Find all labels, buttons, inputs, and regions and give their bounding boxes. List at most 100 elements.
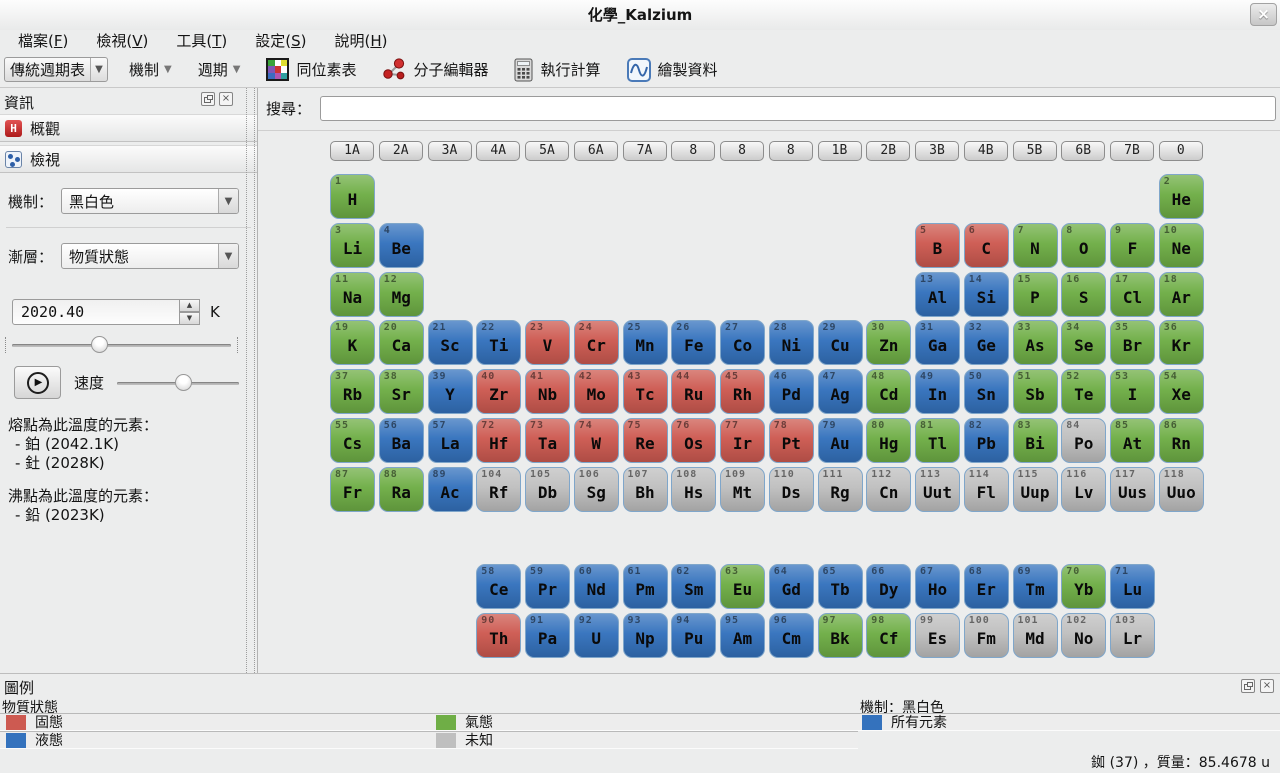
menu-item[interactable]: 工具(T) [176, 32, 228, 50]
element-cell-Br[interactable]: 35 Br [1110, 320, 1155, 366]
sidebar-scrollbar[interactable] [246, 88, 255, 673]
spin-down-button[interactable]: ▼ [180, 312, 200, 325]
element-cell-Hs[interactable]: 108 Hs [671, 466, 717, 512]
element-cell-U[interactable]: 92 U [573, 612, 619, 658]
element-cell-Uus[interactable]: 117 Uus [1110, 466, 1155, 512]
element-cell-Pr[interactable]: 59 Pr [525, 564, 570, 609]
element-cell-Ta[interactable]: 73 Ta [525, 417, 570, 463]
element-cell-Fr[interactable]: 87 Fr [330, 466, 375, 512]
element-cell-Rh[interactable]: 45 Rh [720, 369, 765, 414]
element-cell-Ir[interactable]: 77 Ir [720, 417, 765, 463]
slider-track[interactable] [12, 344, 231, 347]
element-cell-Co[interactable]: 27 Co [720, 320, 765, 366]
element-cell-Pb[interactable]: 82 Pb [963, 417, 1009, 463]
element-cell-Na[interactable]: 11 Na [330, 271, 375, 317]
element-cell-Tc[interactable]: 43 Tc [622, 369, 668, 414]
element-cell-Re[interactable]: 75 Re [622, 417, 668, 463]
menu-item[interactable]: 說明(H) [334, 32, 388, 50]
element-cell-Li[interactable]: 3 Li [330, 222, 375, 268]
element-cell-Bk[interactable]: 97 Bk [817, 612, 863, 658]
element-cell-Pa[interactable]: 91 Pa [525, 612, 570, 658]
element-cell-Mg[interactable]: 12 Mg [378, 271, 424, 317]
element-cell-Th[interactable]: 90 Th [476, 612, 522, 658]
element-cell-Se[interactable]: 34 Se [1061, 320, 1107, 366]
speed-slider[interactable] [117, 373, 240, 393]
element-cell-Dy[interactable]: 66 Dy [866, 564, 912, 609]
element-cell-Lu[interactable]: 71 Lu [1110, 564, 1155, 609]
element-cell-Be[interactable]: 4 Be [378, 222, 424, 268]
group-header-button[interactable]: 1A [330, 141, 374, 161]
element-cell-Nb[interactable]: 41 Nb [525, 369, 570, 414]
group-header-button[interactable]: 2B [866, 141, 911, 161]
element-cell-Zr[interactable]: 40 Zr [476, 369, 522, 414]
element-cell-Fm[interactable]: 100 Fm [963, 612, 1009, 658]
element-cell-Rb[interactable]: 37 Rb [330, 369, 375, 414]
element-cell-Ho[interactable]: 67 Ho [915, 564, 960, 609]
element-cell-Y[interactable]: 39 Y [427, 369, 473, 414]
element-cell-Fl[interactable]: 114 Fl [963, 466, 1009, 512]
element-cell-K[interactable]: 19 K [330, 320, 375, 366]
tab-view[interactable]: 檢視 [0, 145, 257, 173]
element-cell-V[interactable]: 23 V [525, 320, 570, 366]
element-cell-Ac[interactable]: 89 Ac [427, 466, 473, 512]
element-cell-As[interactable]: 33 As [1012, 320, 1058, 366]
temperature-input[interactable] [12, 299, 180, 325]
spin-up-button[interactable]: ▲ [180, 299, 200, 312]
element-cell-Te[interactable]: 52 Te [1061, 369, 1107, 414]
element-cell-Sr[interactable]: 38 Sr [378, 369, 424, 414]
group-header-button[interactable]: 3A [427, 141, 472, 161]
element-cell-Ba[interactable]: 56 Ba [378, 417, 424, 463]
element-cell-Am[interactable]: 95 Am [720, 612, 765, 658]
element-cell-At[interactable]: 85 At [1110, 417, 1155, 463]
element-cell-Bh[interactable]: 107 Bh [622, 466, 668, 512]
element-cell-Sn[interactable]: 50 Sn [963, 369, 1009, 414]
element-cell-Cm[interactable]: 96 Cm [768, 612, 814, 658]
tab-overview[interactable]: H 概觀 [0, 114, 257, 142]
group-header-button[interactable]: 7A [622, 141, 667, 161]
menu-item[interactable]: 檔案(F) [18, 32, 69, 50]
element-cell-Mt[interactable]: 109 Mt [720, 466, 765, 512]
element-cell-Er[interactable]: 68 Er [963, 564, 1009, 609]
search-input[interactable] [320, 96, 1276, 121]
element-cell-Rf[interactable]: 104 Rf [476, 466, 522, 512]
group-header-button[interactable]: 4B [963, 141, 1008, 161]
element-cell-Ce[interactable]: 58 Ce [476, 564, 522, 609]
slider-thumb[interactable] [175, 373, 193, 391]
table-type-combobox[interactable]: 傳統週期表 ▼ [4, 57, 109, 82]
element-cell-Rg[interactable]: 111 Rg [817, 466, 863, 512]
element-cell-Pt[interactable]: 78 Pt [768, 417, 814, 463]
element-cell-P[interactable]: 15 P [1012, 271, 1058, 317]
scheme-select[interactable]: 黑白色 ▼ [61, 188, 240, 214]
element-cell-Sm[interactable]: 62 Sm [671, 564, 717, 609]
element-cell-No[interactable]: 102 No [1061, 612, 1107, 658]
element-cell-Pm[interactable]: 61 Pm [622, 564, 668, 609]
element-cell-Tb[interactable]: 65 Tb [817, 564, 863, 609]
run-calculation-button[interactable]: 執行計算 [509, 55, 605, 85]
element-cell-Ne[interactable]: 10 Ne [1158, 222, 1204, 268]
element-cell-Zn[interactable]: 30 Zn [866, 320, 912, 366]
element-cell-Uut[interactable]: 113 Uut [915, 466, 960, 512]
element-cell-Cn[interactable]: 112 Cn [866, 466, 912, 512]
close-panel-icon[interactable]: × [219, 92, 233, 106]
play-button[interactable]: ▶ [14, 366, 61, 399]
group-header-button[interactable]: 0 [1158, 141, 1203, 161]
element-cell-Lr[interactable]: 103 Lr [1110, 612, 1155, 658]
group-header-button[interactable]: 2A [378, 141, 423, 161]
group-header-button[interactable]: 5A [525, 141, 569, 161]
menu-item[interactable]: 檢視(V) [96, 32, 149, 50]
element-cell-Md[interactable]: 101 Md [1012, 612, 1058, 658]
float-panel-icon[interactable] [1241, 679, 1255, 693]
element-cell-Ga[interactable]: 31 Ga [915, 320, 960, 366]
element-cell-Eu[interactable]: 63 Eu [720, 564, 765, 609]
element-cell-Hf[interactable]: 72 Hf [476, 417, 522, 463]
element-cell-Uup[interactable]: 115 Uup [1012, 466, 1058, 512]
element-cell-Kr[interactable]: 36 Kr [1158, 320, 1204, 366]
element-cell-Ra[interactable]: 88 Ra [378, 466, 424, 512]
group-header-button[interactable]: 8 [671, 141, 716, 161]
group-header-button[interactable]: 5B [1012, 141, 1057, 161]
element-cell-Cr[interactable]: 24 Cr [573, 320, 619, 366]
